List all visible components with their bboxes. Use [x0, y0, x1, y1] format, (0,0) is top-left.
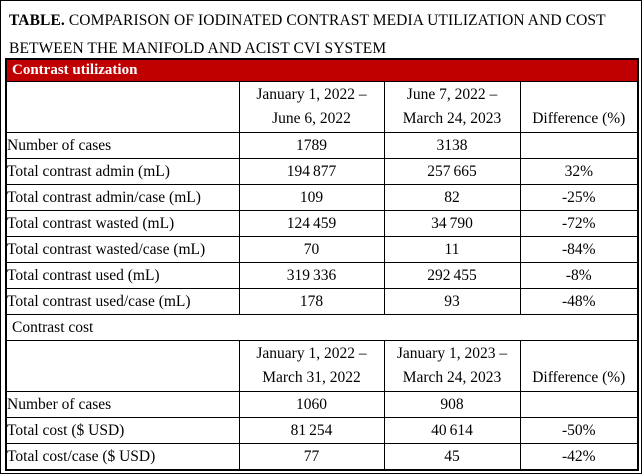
table-row-total-cost-case: Total cost/case ($ USD) 77 45 -42%	[5, 443, 639, 471]
column-header-empty	[5, 340, 240, 392]
caption-line-2: BETWEEN THE MANIFOLD AND ACIST CVI SYSTE…	[9, 40, 387, 57]
period1-value: 81 254	[238, 417, 385, 444]
period1-value: 194 877	[238, 158, 385, 185]
section-header-utilization: Contrast utilization	[5, 58, 639, 82]
caption-title-text: COMPARISON OF IODINATED CONTRAST MEDIA U…	[64, 12, 606, 29]
column-header-period2: June 7, 2022 – March 24, 2023	[383, 81, 521, 133]
table-row-total-contrast-wasted-case: Total contrast wasted/case (mL) 70 11 -8…	[5, 236, 639, 263]
row-label: Total cost/case ($ USD)	[5, 443, 240, 471]
section-header-cost: Contrast cost	[5, 314, 639, 341]
period1-value: 1060	[238, 391, 385, 418]
table-row-number-of-cases: Number of cases 1789 3138	[5, 132, 639, 159]
difference-value: -48%	[519, 288, 639, 315]
period1-line2: March 31, 2022	[262, 369, 361, 386]
caption-line-1: TABLE. COMPARISON OF IODINATED CONTRAST …	[9, 7, 629, 35]
table-row-total-contrast-wasted: Total contrast wasted (mL) 124 459 34 79…	[5, 210, 639, 237]
period2-value: 93	[383, 288, 521, 315]
period2-value: 292 455	[383, 262, 521, 289]
row-label: Total contrast wasted/case (mL)	[5, 236, 240, 263]
period2-value: 3138	[383, 132, 521, 159]
difference-value: -25%	[519, 184, 639, 211]
table-caption: TABLE. COMPARISON OF IODINATED CONTRAST …	[9, 7, 629, 63]
difference-label: Difference (%)	[532, 110, 626, 127]
period2-line1: January 1, 2023 –	[396, 345, 508, 362]
table-row-total-contrast-used: Total contrast used (mL) 319 336 292 455…	[5, 262, 639, 289]
period1-value: 124 459	[238, 210, 385, 237]
period1-line2: June 6, 2022	[272, 110, 351, 127]
period1-line1: January 1, 2022 –	[256, 345, 367, 362]
difference-value: -8%	[519, 262, 639, 289]
caption-label: TABLE.	[9, 12, 65, 29]
difference-value	[519, 391, 639, 418]
difference-value: 32%	[519, 158, 639, 185]
row-label: Total cost ($ USD)	[5, 417, 240, 444]
period2-value: 257 665	[383, 158, 521, 185]
row-label: Total contrast wasted (mL)	[5, 210, 240, 237]
column-header-period2: January 1, 2023 – March 24, 2023	[383, 340, 521, 392]
period1-value: 1789	[238, 132, 385, 159]
table-row-total-contrast-admin: Total contrast admin (mL) 194 877 257 66…	[5, 158, 639, 185]
column-header-period1: January 1, 2022 – June 6, 2022	[238, 81, 385, 133]
period2-value: 34 790	[383, 210, 521, 237]
period1-value: 178	[238, 288, 385, 315]
period1-line1: January 1, 2022 –	[256, 86, 367, 103]
period1-value: 70	[238, 236, 385, 263]
period2-line2: March 24, 2023	[402, 369, 502, 386]
difference-value: -42%	[519, 443, 639, 471]
period2-value: 82	[383, 184, 521, 211]
row-label: Number of cases	[5, 132, 240, 159]
column-header-difference: Difference (%)	[519, 81, 639, 133]
period2-value: 11	[383, 236, 521, 263]
difference-label: Difference (%)	[532, 369, 626, 386]
table-row-total-cost: Total cost ($ USD) 81 254 40 614 -50%	[5, 417, 639, 444]
period2-value: 45	[383, 443, 521, 471]
table-row-total-contrast-admin-case: Total contrast admin/case (mL) 109 82 -2…	[5, 184, 639, 211]
period1-value: 319 336	[238, 262, 385, 289]
section-header-utilization-row: Contrast utilization	[5, 58, 639, 82]
cost-column-header-row: January 1, 2022 – March 31, 2022 January…	[5, 340, 639, 392]
difference-value: -72%	[519, 210, 639, 237]
difference-value: -50%	[519, 417, 639, 444]
period2-line2: March 24, 2023	[402, 110, 502, 127]
row-label: Total contrast admin/case (mL)	[5, 184, 240, 211]
period1-value: 77	[238, 443, 385, 471]
section-header-cost-row: Contrast cost	[5, 314, 639, 341]
table-row-number-of-cases-cost: Number of cases 1060 908	[5, 391, 639, 418]
table-row-total-contrast-used-case: Total contrast used/case (mL) 178 93 -48…	[5, 288, 639, 315]
row-label: Number of cases	[5, 391, 240, 418]
difference-value: -84%	[519, 236, 639, 263]
period2-value: 908	[383, 391, 521, 418]
utilization-column-header-row: January 1, 2022 – June 6, 2022 June 7, 2…	[5, 81, 639, 133]
row-label: Total contrast used/case (mL)	[5, 288, 240, 315]
column-header-empty	[5, 81, 240, 133]
row-label: Total contrast admin (mL)	[5, 158, 240, 185]
column-header-period1: January 1, 2022 – March 31, 2022	[238, 340, 385, 392]
period1-value: 109	[238, 184, 385, 211]
difference-value	[519, 132, 639, 159]
period2-line1: June 7, 2022 –	[406, 86, 498, 103]
contrast-comparison-table: Contrast utilization January 1, 2022 – J…	[5, 58, 640, 471]
period2-value: 40 614	[383, 417, 521, 444]
column-header-difference: Difference (%)	[519, 340, 639, 392]
row-label: Total contrast used (mL)	[5, 262, 240, 289]
